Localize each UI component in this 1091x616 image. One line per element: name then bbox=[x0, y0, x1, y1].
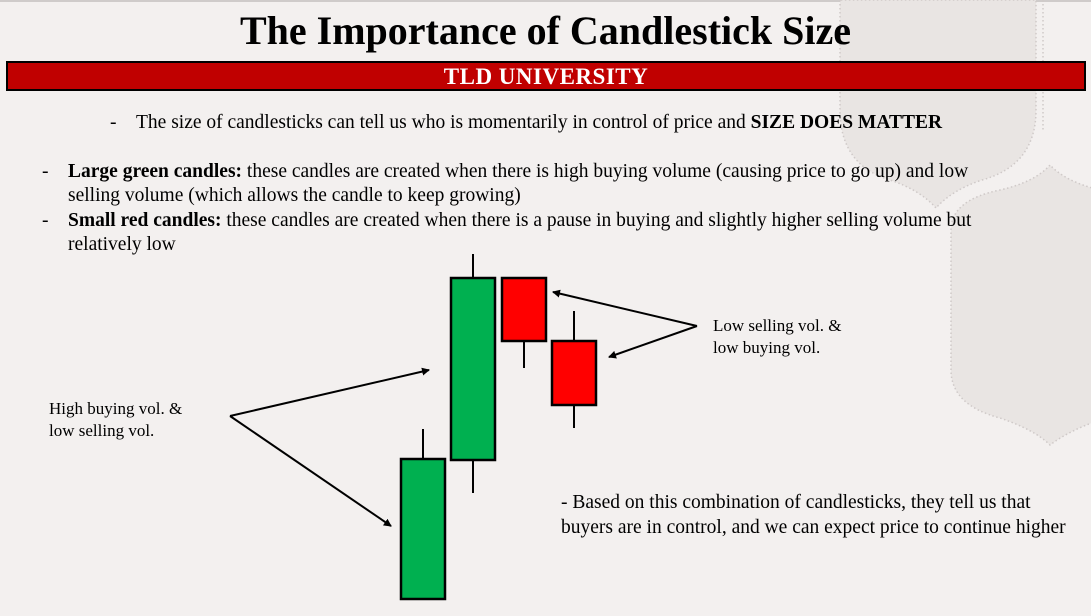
intro-text-plain: The size of candlesticks can tell us who… bbox=[136, 112, 751, 133]
shield-lower bbox=[950, 163, 1091, 446]
bullet-large-green-line1: Large green candles: these candles are c… bbox=[68, 160, 968, 185]
bullet-small-red-line2: relatively low bbox=[68, 234, 176, 255]
slide-title: The Importance of Candlestick Size bbox=[239, 8, 852, 53]
bullet-heading: Large green candles: bbox=[68, 161, 243, 182]
label-high-buying: High buying vol. & low selling vol. bbox=[49, 398, 182, 441]
label-low-selling: Low selling vol. & low buying vol. bbox=[713, 315, 841, 358]
bullet-text: these candles are created when there is … bbox=[242, 161, 969, 182]
bullet-dash: - bbox=[42, 210, 49, 231]
label-line: low buying vol. bbox=[713, 337, 821, 357]
brand-banner: TLD UNIVERSITY bbox=[6, 61, 1086, 91]
intro-text: The size of candlesticks can tell us who… bbox=[136, 111, 942, 136]
label-line: low selling vol. bbox=[49, 420, 155, 440]
arrow-icon bbox=[229, 367, 430, 527]
bullet-heading: Small red candles: bbox=[68, 210, 222, 231]
label-line: High buying vol. & bbox=[49, 399, 183, 418]
bullet-small-red-line1: Small red candles: these candles are cre… bbox=[68, 209, 971, 234]
candle-red-1 bbox=[500, 276, 548, 368]
conclusion-text: - Based on this combination of candlesti… bbox=[561, 492, 1066, 538]
candle-red-2 bbox=[550, 311, 598, 428]
bullet-text: these candles are created when there is … bbox=[221, 210, 972, 231]
arrow-icon bbox=[552, 289, 698, 359]
bullet-dash: - bbox=[42, 161, 49, 182]
top-border bbox=[0, 0, 1091, 2]
intro-bullet-dash: - bbox=[110, 112, 117, 133]
candle-green-1 bbox=[399, 429, 447, 601]
intro-emphasis: SIZE DOES MATTER bbox=[750, 112, 943, 133]
candle-green-2 bbox=[449, 254, 497, 493]
bullet-large-green-line2: selling volume (which allows the candle … bbox=[68, 185, 521, 206]
label-line: Low selling vol. & bbox=[713, 316, 842, 335]
shield-upper bbox=[839, 0, 1037, 210]
